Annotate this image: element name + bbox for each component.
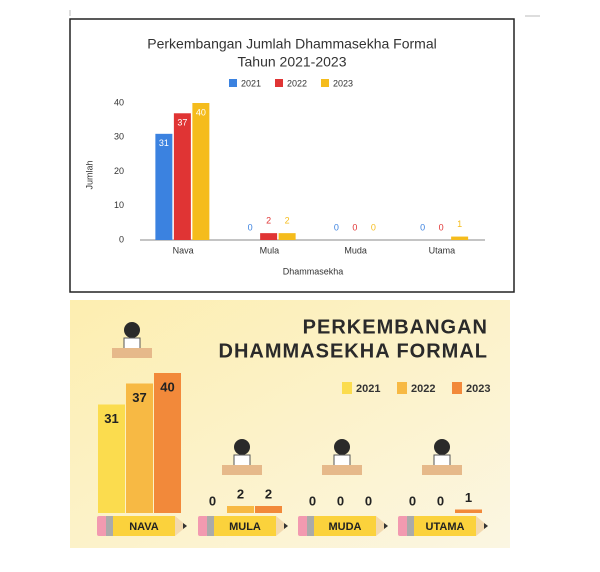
pencil-body [414,516,476,536]
pencil-band [307,516,314,536]
desk [222,465,262,475]
x-axis-label: Dhammasekha [283,266,344,276]
bar [126,383,153,513]
category-label: NAVA [129,521,159,533]
student-head [334,439,350,455]
legend-label: 2023 [466,383,490,395]
pencil-lead [284,523,288,529]
data-label: 31 [159,138,169,148]
x-tick-label: Utama [429,245,456,255]
y-tick-label: 30 [114,132,124,142]
legend-swatch [275,79,283,87]
legend-label: 2022 [287,78,307,88]
data-label: 1 [465,490,472,505]
bar [451,236,469,240]
bar [278,233,296,240]
chart-subtitle: Tahun 2021-2023 [238,54,347,70]
x-tick-label: Muda [344,245,367,255]
data-label: 37 [177,118,187,128]
legend-label: 2021 [356,383,380,395]
pencil-tip [175,516,187,536]
student-head [234,439,250,455]
data-label: 1 [457,219,462,229]
pencil-eraser [298,516,308,536]
infographic-title: PERKEMBANGAN [303,316,488,338]
y-tick-label: 0 [119,234,124,244]
pencil-band [106,516,113,536]
y-tick-label: 20 [114,166,124,176]
pencil-lead [183,523,187,529]
legend-swatch [229,79,237,87]
data-label: 0 [337,493,344,508]
data-label: 0 [439,222,444,232]
desk [322,465,362,475]
bar [260,233,278,240]
data-label: 0 [334,222,339,232]
pencil-band [407,516,414,536]
legend-label: 2022 [411,383,435,395]
data-label: 0 [420,222,425,232]
infographic-subtitle: DHAMMASEKHA FORMAL [219,340,488,362]
x-tick-label: Nava [173,245,194,255]
pencil-tip [276,516,288,536]
pencil-eraser [97,516,107,536]
desk [112,348,152,358]
student-head [124,322,140,338]
chart-title: Perkembangan Jumlah Dhammasekha Formal [147,36,436,52]
pencil-lead [484,523,488,529]
desk [422,465,462,475]
chart-frame [69,18,515,293]
pencil-tip [376,516,388,536]
data-label: 2 [285,216,290,226]
category-label: MULA [229,521,261,533]
y-tick-label: 10 [114,200,124,210]
legend-swatch [452,382,462,394]
legend-label: 2023 [333,78,353,88]
data-label: 2 [265,486,272,501]
legend-swatch [321,79,329,87]
bar [227,506,254,513]
y-tick-label: 40 [114,97,124,107]
pencil-tip [476,516,488,536]
bar [255,506,282,513]
data-label: 0 [409,493,416,508]
data-label: 0 [365,493,372,508]
data-label: 0 [248,222,253,232]
data-label: 0 [437,493,444,508]
pencil-body [214,516,276,536]
pencil-eraser [398,516,408,536]
legend-label: 2021 [241,78,261,88]
data-label: 2 [266,216,271,226]
data-label: 31 [104,411,118,426]
bar [173,113,191,240]
legend-swatch [342,382,352,394]
data-label: 40 [196,107,206,117]
data-label: 0 [371,222,376,232]
data-label: 2 [237,486,244,501]
pencil-band [207,516,214,536]
bar [98,404,125,513]
bar [455,509,482,513]
category-label: UTAMA [426,521,465,533]
pencil-eraser [198,516,208,536]
legend-swatch [397,382,407,394]
x-tick-label: Mula [260,245,280,255]
bar [154,373,181,513]
pencil-lead [384,523,388,529]
data-label: 40 [160,379,174,394]
bar [155,133,173,240]
pencil-body [314,516,376,536]
student-head [434,439,450,455]
data-label: 0 [209,493,216,508]
bar [192,103,210,240]
category-label: MUDA [329,521,362,533]
data-label: 37 [132,390,146,405]
data-label: 0 [352,222,357,232]
pencil-body [113,516,175,536]
y-axis-label: Jumlah [84,160,94,189]
data-label: 0 [309,493,316,508]
